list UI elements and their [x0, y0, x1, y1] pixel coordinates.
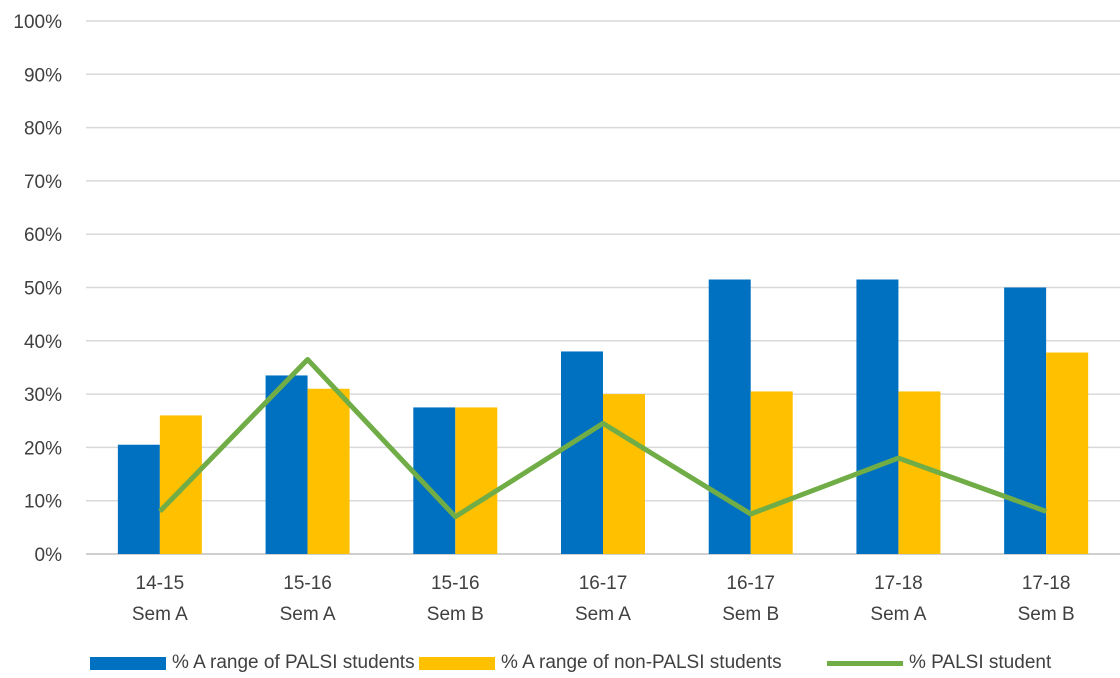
bar-non-palsi-a: [455, 407, 498, 554]
y-axis-ticks: 0% 10% 20% 30% 40% 50% 60% 70% 80% 90% 100%: [13, 12, 62, 566]
x-tick-label: 17-18: [1022, 573, 1071, 594]
legend-swatch-palsi-a: [90, 656, 166, 670]
y-tick-label: 10%: [24, 492, 62, 513]
bar-non-palsi-a: [159, 415, 202, 554]
y-tick-label: 50%: [24, 279, 62, 300]
y-tick-label: 40%: [24, 332, 62, 353]
y-tick-label: 30%: [24, 385, 62, 406]
x-tick-label: 16-17: [726, 573, 775, 594]
y-tick-label: 60%: [24, 225, 62, 246]
x-axis-ticks: 14-15 Sem A 15-16 Sem A 15-16 Sem B 16-17 Sem A…: [132, 573, 1075, 625]
gridlines: [86, 20, 1120, 555]
legend-swatch-non-palsi-a: [419, 656, 495, 670]
bar-palsi-a: [265, 375, 308, 554]
y-tick-label: 90%: [24, 65, 62, 86]
chart: 0% 10% 20% 30% 40% 50% 60% 70% 80% 90% 100% 14-15 S…: [13, 12, 1120, 625]
bar-palsi-a: [117, 444, 160, 554]
bar-non-palsi-a: [1046, 352, 1089, 554]
x-tick-label: Sem A: [575, 604, 631, 625]
legend-label: % A range of non-PALSI students: [501, 652, 782, 673]
y-tick-label: 100%: [13, 12, 62, 33]
y-tick-label: 70%: [24, 172, 62, 193]
x-tick-label: Sem B: [427, 604, 484, 625]
x-tick-label: 15-16: [431, 573, 480, 594]
bar-palsi-a: [561, 351, 603, 554]
line-series: [158, 356, 1047, 520]
legend-swatch-palsi-student: [827, 660, 903, 666]
legend: % A range of PALSI students % A range of…: [0, 648, 1120, 678]
y-tick-label: 20%: [24, 438, 62, 459]
x-tick-label: 16-17: [579, 573, 628, 594]
x-tick-label: Sem A: [280, 604, 336, 625]
x-tick-label: Sem B: [1018, 604, 1075, 625]
y-tick-label: 80%: [24, 119, 62, 140]
bars: [117, 279, 1089, 554]
bar-non-palsi-a: [307, 388, 350, 554]
legend-label: % A range of PALSI students: [172, 652, 415, 673]
legend-item-palsi-a: % A range of PALSI students: [90, 648, 415, 678]
bar-non-palsi-a: [603, 394, 645, 554]
x-tick-label: 15-16: [283, 573, 332, 594]
legend-item-non-palsi-a: % A range of non-PALSI students: [419, 648, 782, 678]
x-tick-label: 14-15: [136, 573, 185, 594]
legend-label: % PALSI student: [909, 652, 1052, 673]
legend-item-palsi-student: % PALSI student: [827, 648, 1051, 678]
bar-palsi-a: [856, 279, 899, 554]
x-tick-label: Sem B: [722, 604, 779, 625]
y-tick-label: 0%: [35, 545, 63, 566]
bar-non-palsi-a: [750, 391, 793, 554]
x-tick-label: Sem A: [132, 604, 188, 625]
x-tick-label: 17-18: [874, 573, 923, 594]
x-tick-label: Sem A: [870, 604, 926, 625]
bar-palsi-a: [1004, 287, 1047, 554]
